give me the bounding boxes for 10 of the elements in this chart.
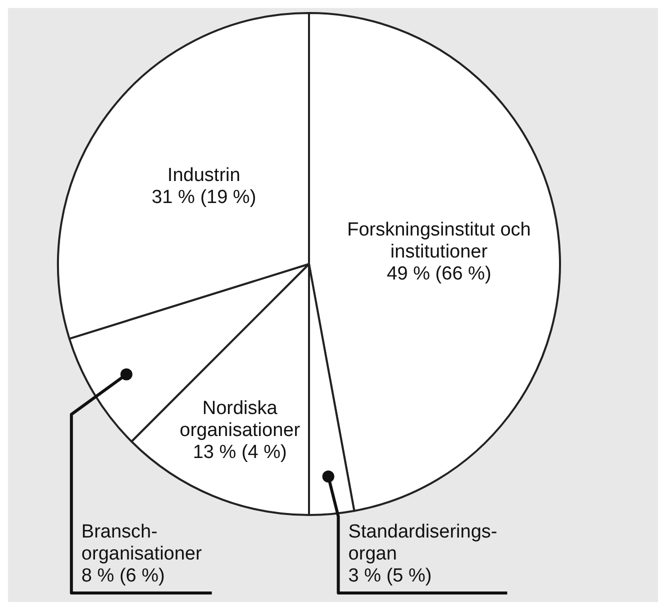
data-label: 13 % (4 %) bbox=[192, 442, 287, 464]
slice-label: Forskningsinstitut och institutioner bbox=[347, 219, 531, 262]
slice-label: Bransch-organisationer bbox=[81, 522, 203, 565]
slice-label: Standardiserings-organ bbox=[348, 522, 498, 565]
data-label: 49 % (66 %) bbox=[386, 263, 492, 284]
slice-label: Nordiska organisationer bbox=[180, 398, 301, 442]
data-label: 3 % (5 %) bbox=[348, 566, 432, 587]
slice-label: Industrin bbox=[167, 164, 240, 186]
data-label: 31 % (19 %) bbox=[152, 186, 256, 208]
data-label: 8 % (6 %) bbox=[81, 566, 165, 587]
